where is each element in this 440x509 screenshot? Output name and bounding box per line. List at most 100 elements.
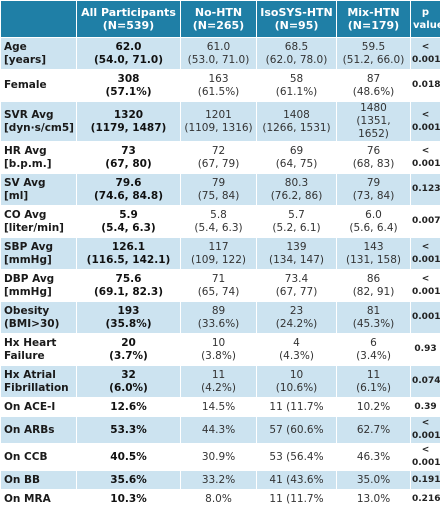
mix-htn-value: 62.7% [337,417,411,444]
p-value: 0.93 [411,334,440,366]
isosys-htn-value: 80.3(76.2, 86) [257,174,337,206]
header-isosys-htn: IsoSYS-HTN (N=95) [257,1,337,38]
mix-htn-value: 143(131, 158) [337,238,411,270]
no-htn-value: 89(33.6%) [181,302,257,334]
mix-htn-value: 6(3.4%) [337,334,411,366]
isosys-htn-value: 68.5(62.0, 78.0) [257,38,337,70]
all-participants-value: 73(67, 80) [77,142,181,174]
row-label: On BB [1,471,77,490]
no-htn-value: 117(109, 122) [181,238,257,270]
isosys-htn-value: 53 (56.4% [257,444,337,471]
isosys-htn-value: 10(10.6%) [257,366,337,398]
isosys-htn-value: 11 (11.7% [257,398,337,417]
row-label: On ARBs [1,417,77,444]
all-participants-value: 1320(1179, 1487) [77,102,181,142]
no-htn-value: 14.5% [181,398,257,417]
mix-htn-value: 46.3% [337,444,411,471]
no-htn-value: 163(61.5%) [181,70,257,102]
p-value: < 0.001 [411,38,440,70]
all-participants-value: 5.9(5.4, 6.3) [77,206,181,238]
mix-htn-value: 59.5(51.2, 66.0) [337,38,411,70]
isosys-htn-value: 1408(1266, 1531) [257,102,337,142]
table-row: SV Avg[ml]79.6(74.6, 84.8)79(75, 84)80.3… [1,174,440,206]
all-participants-value: 79.6(74.6, 84.8) [77,174,181,206]
row-label: On CCB [1,444,77,471]
all-participants-value: 308(57.1%) [77,70,181,102]
row-label: Obesity(BMI>30) [1,302,77,334]
all-participants-value: 62.0(54.0, 71.0) [77,38,181,70]
all-participants-value: 10.3% [77,490,181,509]
table-row: Obesity(BMI>30)193(35.8%)89(33.6%)23(24.… [1,302,440,334]
header-row: All Participants (N=539) No-HTN (N=265) … [1,1,440,38]
header-no-htn: No-HTN (N=265) [181,1,257,38]
isosys-htn-value: 73.4(67, 77) [257,270,337,302]
isosys-htn-value: 23(24.2%) [257,302,337,334]
mix-htn-value: 13.0% [337,490,411,509]
no-htn-value: 1201(1109, 1316) [181,102,257,142]
p-value: < 0.001 [411,238,440,270]
mix-htn-value: 76(68, 83) [337,142,411,174]
table-row: SVR Avg[dyn·s/cm5]1320(1179, 1487)1201(1… [1,102,440,142]
mix-htn-value: 11(6.1%) [337,366,411,398]
isosys-htn-value: 5.7(5.2, 6.1) [257,206,337,238]
row-label: DBP Avg[mmHg] [1,270,77,302]
table-row: DBP Avg[mmHg]75.6(69.1, 82.3)71(65, 74)7… [1,270,440,302]
table-row: SBP Avg[mmHg]126.1(116.5, 142.1)117(109,… [1,238,440,270]
no-htn-value: 33.2% [181,471,257,490]
table-row: HR Avg[b.p.m.]73(67, 80)72(67, 79)69(64,… [1,142,440,174]
p-value: < 0.001 [411,102,440,142]
mix-htn-value: 6.0(5.6, 6.4) [337,206,411,238]
header-p-value: p value [411,1,440,38]
isosys-htn-value: 41 (43.6% [257,471,337,490]
row-label: On MRA [1,490,77,509]
p-value: < 0.001 [411,270,440,302]
row-label: SVR Avg[dyn·s/cm5] [1,102,77,142]
header-all-participants: All Participants (N=539) [77,1,181,38]
all-participants-value: 12.6% [77,398,181,417]
p-value: 0.216 [411,490,440,509]
no-htn-value: 5.8(5.4, 6.3) [181,206,257,238]
row-label: HR Avg[b.p.m.] [1,142,77,174]
p-value: 0.018 [411,70,440,102]
row-label: SV Avg[ml] [1,174,77,206]
row-label: SBP Avg[mmHg] [1,238,77,270]
mix-htn-value: 1480(1351, 1652) [337,102,411,142]
table-row: Age[years]62.0(54.0, 71.0)61.0(53.0, 71.… [1,38,440,70]
p-value: < 0.001 [411,142,440,174]
p-value: 0.001 [411,302,440,334]
all-participants-value: 40.5% [77,444,181,471]
mix-htn-value: 81(45.3%) [337,302,411,334]
no-htn-value: 44.3% [181,417,257,444]
mix-htn-value: 10.2% [337,398,411,417]
mix-htn-value: 86(82, 91) [337,270,411,302]
p-value: 0.007 [411,206,440,238]
no-htn-value: 61.0(53.0, 71.0) [181,38,257,70]
p-value: < 0.001 [411,444,440,471]
row-label: Female [1,70,77,102]
isosys-htn-value: 11 (11.7% [257,490,337,509]
p-value: 0.39 [411,398,440,417]
all-participants-value: 32(6.0%) [77,366,181,398]
all-participants-value: 53.3% [77,417,181,444]
row-label: CO Avg[liter/min] [1,206,77,238]
all-participants-value: 20(3.7%) [77,334,181,366]
all-participants-value: 193(35.8%) [77,302,181,334]
no-htn-value: 71(65, 74) [181,270,257,302]
p-value: 0.191 [411,471,440,490]
table-body: Age[years]62.0(54.0, 71.0)61.0(53.0, 71.… [1,38,440,509]
all-participants-value: 126.1(116.5, 142.1) [77,238,181,270]
isosys-htn-value: 57 (60.6% [257,417,337,444]
no-htn-value: 11(4.2%) [181,366,257,398]
header-empty [1,1,77,38]
mix-htn-value: 79(73, 84) [337,174,411,206]
